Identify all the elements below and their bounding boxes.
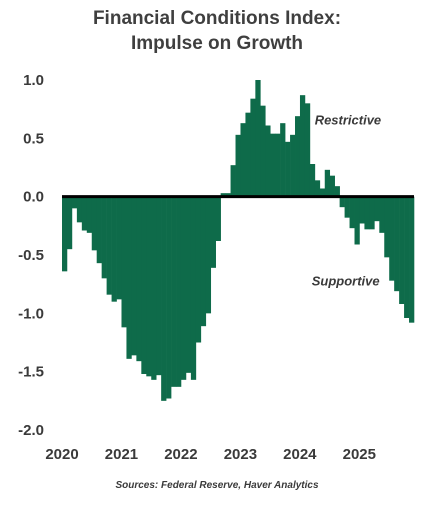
bar-2025-02 [364, 196, 370, 230]
bar-2021-06 [146, 196, 152, 377]
bar-2024-12 [354, 196, 360, 245]
bar-2023-07 [270, 133, 276, 197]
bar-2021-03 [131, 196, 137, 356]
bar-2021-09 [161, 196, 167, 401]
y-tick-label: -1.0 [18, 305, 44, 322]
bar-2025-08 [394, 196, 400, 292]
y-tick-label: 0.5 [23, 130, 44, 147]
y-tick-label: 1.0 [23, 72, 44, 89]
bar-2022-05 [200, 196, 207, 327]
annotations: Restrictive Supportive [312, 112, 381, 288]
bar-2024-03 [309, 164, 316, 197]
bar-2023-02 [245, 112, 251, 197]
y-tick-label: 0.0 [23, 189, 44, 206]
bar-2024-08 [334, 186, 340, 197]
bar-2025-06 [384, 196, 390, 258]
bar-2023-11 [290, 134, 296, 197]
bar-2024-01 [299, 95, 306, 197]
bar-2024-11 [349, 196, 355, 229]
bar-2025-04 [374, 196, 380, 222]
bar-2022-02 [185, 196, 192, 373]
y-tick-label: -2.0 [18, 422, 44, 439]
annotation-supportive: Supportive [312, 273, 380, 288]
bar-2023-10 [285, 141, 291, 197]
chart-title-line-2: Impulse on Growth [130, 33, 304, 54]
bar-2022-04 [195, 196, 202, 343]
bar-2025-09 [399, 196, 405, 304]
bar-2023-06 [265, 125, 271, 197]
bar-2024-09 [339, 196, 345, 208]
y-tick-label: -0.5 [18, 247, 44, 264]
x-tick-label: 2025 [343, 446, 376, 463]
bar-2024-05 [319, 188, 326, 197]
bar-2021-11 [171, 196, 177, 387]
bar-2021-12 [176, 196, 182, 387]
bar-2022-03 [190, 196, 197, 380]
bar-2021-05 [141, 196, 147, 374]
bar-2025-03 [369, 196, 375, 230]
bar-2022-01 [180, 196, 187, 380]
y-tick-label: -1.5 [18, 364, 44, 381]
bar-2022-08 [215, 196, 221, 241]
bar-2024-10 [344, 196, 350, 218]
x-axis-ticks: 2020 2021 2022 2023 2024 2025 [45, 446, 376, 463]
bar-2025-05 [379, 196, 385, 233]
bar-2022-11 [230, 165, 236, 197]
bar-2020-07 [91, 196, 98, 251]
x-tick-label: 2020 [45, 446, 78, 463]
bar-2021-08 [156, 196, 162, 376]
bar-2020-04 [76, 196, 83, 223]
bar-2023-05 [260, 105, 266, 197]
bar-2024-06 [324, 169, 331, 197]
bar-2023-12 [295, 116, 301, 197]
bar-2023-08 [275, 133, 281, 197]
bar-2020-01 [62, 196, 68, 272]
bar-2020-08 [96, 196, 102, 264]
bar-2021-07 [151, 196, 157, 380]
bar-2022-07 [210, 196, 216, 268]
bar-2024-04 [314, 180, 321, 197]
bar-2020-06 [86, 196, 93, 233]
x-tick-label: 2022 [164, 446, 197, 463]
bar-2021-10 [166, 196, 172, 399]
bar-2025-10 [404, 196, 410, 318]
bar-2021-01 [121, 196, 127, 328]
bar-2025-07 [389, 196, 395, 281]
bar-2020-09 [101, 196, 107, 279]
bar-2022-09 [220, 193, 226, 197]
bar-2023-03 [250, 98, 256, 197]
bar-2023-04 [255, 80, 261, 197]
bar-2022-06 [205, 196, 212, 314]
y-axis-ticks: 1.0 0.5 0.0 -0.5 -1.0 -1.5 -2.0 [18, 72, 44, 439]
bar-2025-11 [409, 196, 415, 323]
bar-2020-10 [106, 196, 112, 295]
x-tick-label: 2023 [224, 446, 257, 463]
bar-2025-01 [359, 196, 365, 224]
x-tick-label: 2024 [283, 446, 317, 463]
bar-series [62, 80, 415, 401]
bar-2022-12 [235, 134, 241, 197]
bar-2023-09 [280, 123, 286, 197]
bar-2022-10 [225, 193, 231, 197]
annotation-restrictive: Restrictive [315, 112, 381, 127]
bar-2020-03 [71, 196, 78, 209]
bar-2020-12 [116, 196, 122, 300]
chart-title: Financial Conditions Index: Impulse on G… [0, 6, 434, 56]
bar-2021-02 [126, 196, 132, 359]
bar-2020-05 [81, 196, 88, 231]
bar-2024-02 [304, 103, 311, 197]
bar-2024-07 [329, 175, 335, 197]
bar-2023-01 [240, 123, 246, 197]
bar-2020-02 [66, 196, 73, 250]
bar-2021-04 [136, 196, 142, 362]
source-note: Sources: Federal Reserve, Haver Analytic… [115, 480, 319, 491]
bar-2020-11 [111, 196, 117, 302]
chart-title-line-1: Financial Conditions Index: [92, 8, 342, 29]
x-tick-label: 2021 [105, 446, 138, 463]
